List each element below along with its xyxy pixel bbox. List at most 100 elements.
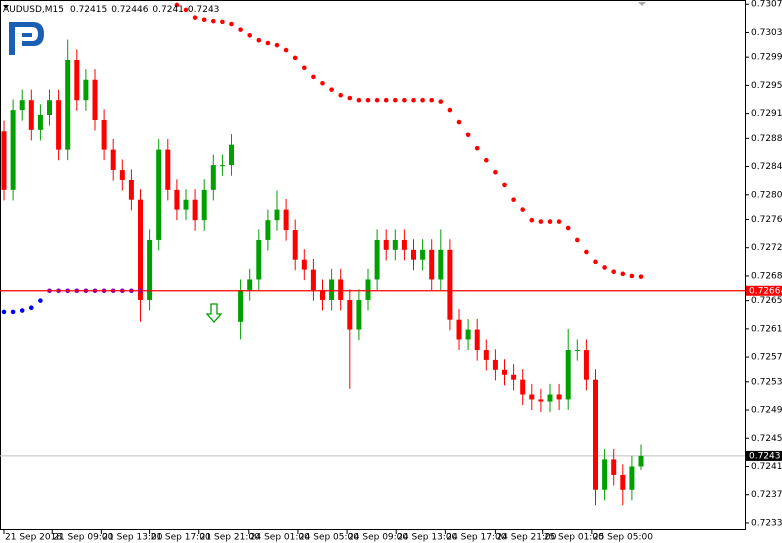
- indicator-dot: [520, 207, 525, 212]
- candle-body: [611, 459, 617, 475]
- candle-body: [83, 79, 89, 101]
- candle-body: [10, 110, 16, 190]
- indicator-dot: [383, 97, 389, 103]
- indicator-dot: [302, 65, 307, 71]
- indicator-dot: [274, 42, 280, 48]
- indicator-dot: [229, 21, 234, 27]
- indicator-dot: [411, 97, 416, 103]
- indicator-dot: [338, 92, 344, 98]
- indicator-dot: [493, 169, 498, 175]
- candle-body: [456, 319, 462, 340]
- candle-body: [520, 379, 526, 395]
- candle-body: [247, 279, 253, 291]
- indicator-dot: [556, 219, 562, 224]
- candle-body: [138, 199, 143, 300]
- candle-body: [574, 350, 580, 352]
- candle-body: [411, 249, 416, 260]
- indicator-dot: [38, 298, 43, 303]
- x-tick-label: 21 Sep 09:00: [53, 533, 113, 543]
- y-tick-label: 0.72455: [751, 434, 782, 444]
- x-tick-label: 24 Sep 17:00: [446, 533, 506, 543]
- candle-body: [292, 230, 298, 260]
- candle-body: [156, 149, 162, 240]
- candle-body: [556, 394, 562, 400]
- indicator-dot: [10, 309, 16, 315]
- candle-body: [165, 149, 171, 190]
- candle-body: [65, 59, 71, 150]
- candle-body: [56, 100, 62, 150]
- candle-body: [492, 359, 498, 370]
- indicator-dot: [511, 197, 516, 203]
- indicator-dot: [247, 32, 252, 38]
- candle-body: [347, 299, 353, 330]
- indicator-dot: [320, 80, 325, 86]
- level-box: [746, 285, 782, 296]
- indicator-dot: [283, 47, 289, 53]
- candle-body: [47, 100, 52, 116]
- indicator-dot: [311, 74, 316, 80]
- candle-body: [128, 179, 134, 200]
- indicator-dot: [19, 308, 25, 313]
- indicator-dot: [211, 18, 216, 24]
- indicator-dot: [292, 55, 298, 61]
- candle-body: [429, 249, 435, 280]
- candle-body: [201, 189, 207, 221]
- candle-body: [338, 279, 344, 300]
- candle-body: [502, 369, 507, 375]
- indicator-dot: [1, 309, 7, 315]
- indicator-dot: [374, 97, 380, 103]
- last-close: 0.7243: [188, 5, 220, 15]
- x-tick-label: 24 Sep 21:00: [496, 533, 556, 543]
- candle-body: [593, 379, 598, 490]
- candle-body: [19, 100, 25, 111]
- candle-body: [210, 165, 216, 190]
- sell-arrow: [205, 303, 223, 323]
- indicator-dot: [365, 97, 371, 103]
- x-tick-label: 25 Sep 05:00: [593, 533, 653, 543]
- indicator-dot: [602, 265, 607, 270]
- price-label: 0.7243: [749, 451, 781, 461]
- indicator-dot: [420, 97, 425, 103]
- candle-body: [356, 299, 362, 330]
- candle-body: [629, 466, 635, 490]
- candle-body: [565, 350, 571, 400]
- candle-body: [365, 279, 371, 300]
- indicator-dot: [174, 2, 180, 8]
- candle-body: [511, 374, 517, 380]
- candle-body: [101, 119, 107, 150]
- indicator-dot: [474, 145, 480, 151]
- candle-body: [620, 474, 626, 490]
- candle-body: [147, 239, 153, 300]
- indicator-dot: [429, 97, 435, 103]
- y-tick-label: 0.72725: [751, 243, 782, 253]
- indicator-dot: [565, 225, 571, 231]
- y-tick-label: 0.72955: [751, 81, 782, 91]
- indicator-dot: [220, 19, 225, 25]
- indicator-dot: [183, 7, 189, 13]
- candle-body: [74, 59, 80, 101]
- indicator-dot: [484, 157, 489, 163]
- last-high: 0.72446: [111, 5, 148, 15]
- symbol: AUDUSD,M15: [3, 5, 64, 15]
- logo: [9, 22, 44, 55]
- indicator-dot: [575, 237, 580, 243]
- candle-body: [474, 329, 480, 351]
- indicator-dot: [456, 119, 462, 125]
- candle-body: [192, 199, 198, 221]
- last-low: 0.7241: [152, 5, 184, 15]
- candle-body: [538, 399, 544, 402]
- logo-bar: [22, 33, 32, 37]
- logo-r: [9, 22, 44, 55]
- candle-body: [383, 239, 389, 250]
- candle-body: [301, 259, 307, 270]
- indicator-dot: [393, 97, 398, 103]
- candle-body: [583, 350, 589, 380]
- indicator-dot: [356, 97, 362, 103]
- x-tick-label: 24 Sep 01:00: [250, 533, 310, 543]
- candle-body: [374, 239, 380, 280]
- indicator-dot: [29, 305, 34, 310]
